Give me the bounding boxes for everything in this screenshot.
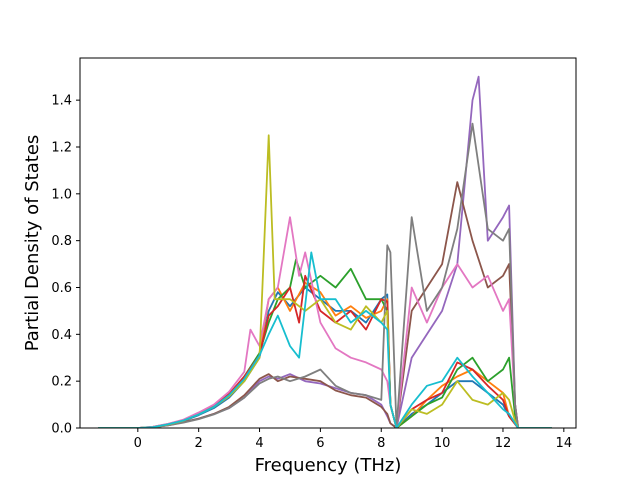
x-tick-label: 12 xyxy=(495,436,512,451)
series-line-10 xyxy=(98,251,552,428)
x-tick-label: 8 xyxy=(377,436,385,451)
x-tick-label: 6 xyxy=(316,436,324,451)
plot-frame xyxy=(79,57,577,429)
x-tick-label: 10 xyxy=(434,436,451,451)
y-tick-label: 0.8 xyxy=(51,234,72,249)
y-tick-label: 1.4 xyxy=(51,94,72,109)
y-axis-label: Partial Density of States xyxy=(22,135,43,352)
x-tick-label: 4 xyxy=(255,436,263,451)
y-tick-label: 0.0 xyxy=(51,422,72,437)
series-line-2 xyxy=(98,281,552,428)
x-tick-label: 0 xyxy=(134,436,142,451)
x-axis-label: Frequency (THz) xyxy=(255,455,402,476)
series-line-1 xyxy=(98,286,552,428)
x-axis-ticks: 0 2 4 6 8 10 12 14 xyxy=(134,428,572,451)
y-tick-label: 0.6 xyxy=(51,281,72,296)
series-line-8 xyxy=(98,122,552,428)
y-tick-label: 0.4 xyxy=(51,328,72,343)
y-tick-label: 1.0 xyxy=(51,187,72,202)
y-tick-label: 0.2 xyxy=(51,375,72,390)
x-tick-label: 14 xyxy=(556,436,573,451)
x-tick-label: 2 xyxy=(195,436,203,451)
series-layer xyxy=(98,75,552,428)
y-axis-ticks: 0.0 0.2 0.4 0.6 0.8 1.0 1.2 1.4 xyxy=(51,94,80,437)
series-line-7 xyxy=(98,216,552,428)
y-tick-label: 1.2 xyxy=(51,140,72,155)
